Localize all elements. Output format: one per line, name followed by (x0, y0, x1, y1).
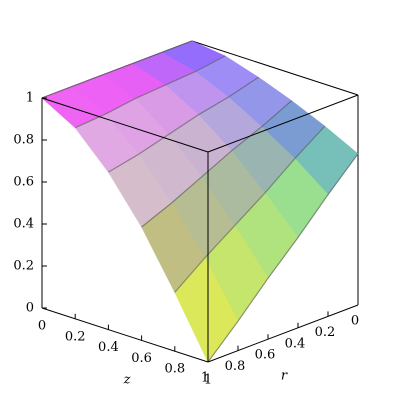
box-edge (41, 97, 209, 153)
mesh-line (108, 76, 259, 173)
z-tick-label: 0 (26, 301, 34, 316)
x-tick-label: 0.4 (98, 340, 119, 355)
x-tick-label: 0.2 (65, 329, 86, 344)
z-tick-label: 0.6 (13, 175, 34, 190)
y-tick-label: 0.6 (255, 348, 276, 363)
mesh-line (174, 125, 326, 293)
x-tick-label: 0.8 (164, 362, 185, 377)
mesh-line (41, 40, 193, 99)
mesh-line (207, 153, 359, 363)
z-tick-label: 0.2 (13, 259, 34, 274)
z-tick-label: 0.4 (13, 217, 34, 232)
y-tick-label: 0 (351, 314, 359, 329)
box-edge (41, 307, 209, 363)
y-tick-label: 0.2 (315, 325, 336, 340)
x-tick-label: 0 (38, 319, 46, 334)
y-axis-label: r (281, 369, 288, 384)
y-tick-label: 1 (201, 371, 209, 386)
mesh-line (141, 100, 292, 228)
y-tick-label: 0.4 (285, 336, 306, 351)
z-tick-label: 1 (26, 91, 34, 106)
box-edge (207, 304, 359, 363)
x-tick-label: 1 (204, 373, 212, 388)
x-tick-label: 0.6 (131, 351, 152, 366)
x-axis-label: z (123, 373, 131, 388)
box-edge (191, 40, 359, 96)
y-tick-label: 0.8 (225, 359, 246, 374)
z-tick-label: 0.8 (13, 133, 34, 148)
box-edge (207, 94, 359, 153)
